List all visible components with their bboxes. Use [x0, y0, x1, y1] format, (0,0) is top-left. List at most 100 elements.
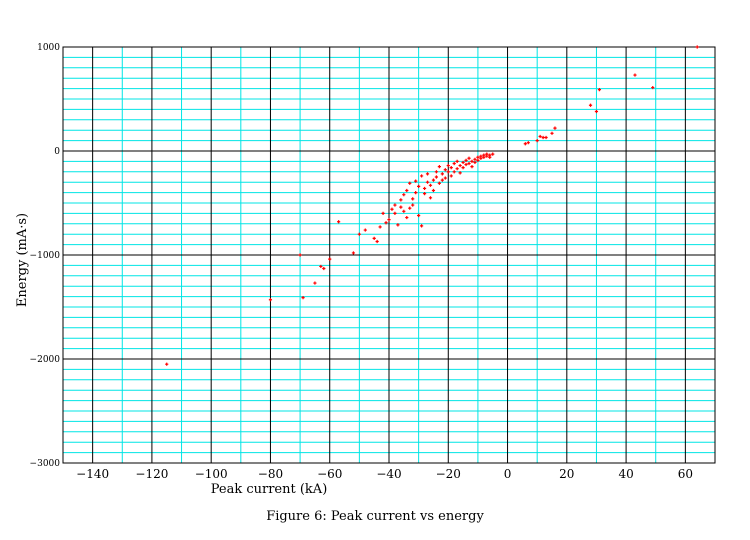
data-point	[458, 171, 462, 175]
plot-frame	[62, 46, 716, 464]
data-point	[414, 179, 418, 183]
data-point	[408, 206, 412, 210]
y-tick-label: −2000	[30, 355, 61, 365]
data-point	[553, 126, 557, 130]
data-point	[319, 264, 323, 269]
data-point	[449, 166, 453, 170]
data-point	[550, 131, 554, 135]
data-point	[633, 73, 637, 77]
data-point	[417, 213, 421, 218]
data-point	[372, 236, 376, 240]
data-point	[390, 207, 394, 211]
data-point	[378, 225, 382, 229]
data-point	[351, 251, 356, 255]
data-point	[313, 281, 317, 285]
data-point	[363, 228, 367, 232]
data-point	[414, 191, 418, 195]
data-point	[491, 152, 495, 156]
data-point	[437, 165, 441, 169]
figure-caption: Figure 6: Peak current vs energy	[266, 509, 484, 524]
data-point	[396, 223, 400, 227]
data-point	[431, 188, 436, 193]
data-point	[298, 253, 302, 257]
grid	[62, 46, 716, 464]
data-point	[651, 85, 655, 90]
x-tick-label: 60	[678, 467, 693, 481]
y-axis-title: Energy (mA·s)	[15, 213, 30, 307]
data-point	[594, 109, 599, 114]
data-point	[443, 168, 447, 172]
x-tick-label: −120	[135, 467, 168, 481]
data-point	[381, 211, 385, 215]
data-point	[428, 183, 433, 187]
data-point	[452, 170, 456, 174]
data-point	[455, 159, 459, 163]
data-point	[328, 257, 332, 261]
data-point	[337, 220, 341, 224]
data-point	[411, 197, 415, 201]
data-point	[446, 163, 450, 168]
data-point	[440, 178, 444, 182]
data-point	[588, 103, 593, 107]
data-point	[420, 224, 424, 228]
data-point	[455, 167, 459, 171]
data-point	[476, 158, 480, 162]
x-tick-label: −20	[436, 467, 461, 481]
data-point	[357, 232, 361, 236]
data-point	[526, 141, 530, 145]
data-point	[405, 188, 409, 193]
data-point	[446, 170, 450, 174]
data-point	[399, 198, 403, 202]
data-point	[422, 186, 427, 191]
data-point	[464, 162, 468, 167]
data-point	[535, 139, 539, 143]
data-point	[479, 154, 483, 158]
data-point	[393, 203, 397, 207]
y-tick-label: 0	[54, 147, 60, 157]
x-tick-label: −80	[258, 467, 283, 481]
data-point	[301, 296, 305, 300]
data-point	[393, 211, 397, 215]
data-point	[437, 181, 441, 185]
data-point	[399, 205, 403, 209]
data-point	[449, 174, 453, 178]
x-tick-label: −60	[317, 467, 342, 481]
data-point	[476, 155, 480, 159]
data-point	[467, 156, 471, 160]
x-tick-label: 40	[618, 467, 633, 481]
data-point	[322, 266, 326, 271]
data-point	[384, 221, 388, 225]
data-point	[461, 166, 465, 170]
data-point	[538, 134, 542, 139]
data-point	[485, 152, 489, 156]
data-point	[464, 158, 468, 162]
data-point	[422, 192, 427, 196]
x-tick-label: −100	[195, 467, 228, 481]
scatter-points	[165, 45, 699, 366]
data-point	[420, 174, 424, 178]
data-point	[443, 176, 447, 180]
x-tick-label: −40	[376, 467, 401, 481]
data-point	[405, 215, 409, 220]
data-point	[544, 135, 548, 140]
data-point	[431, 178, 436, 182]
data-point	[452, 161, 456, 166]
data-point	[434, 170, 439, 174]
data-point	[425, 172, 430, 176]
data-point	[440, 172, 444, 176]
data-point	[428, 196, 433, 200]
y-tick-label: 1000	[37, 43, 60, 53]
data-point	[411, 203, 415, 207]
data-point	[695, 45, 699, 49]
axis-tick-labels: −140 −120 −100 −80 −60 −40 −20 0 20 40 60 −3000 −200…	[30, 43, 693, 481]
data-point	[467, 161, 471, 166]
data-point	[402, 193, 406, 197]
data-point	[375, 239, 379, 244]
data-point	[268, 298, 273, 302]
data-point	[434, 175, 439, 179]
data-point	[473, 160, 477, 165]
x-tick-label: 20	[559, 467, 574, 481]
y-tick-label: −1000	[30, 251, 61, 261]
data-point	[165, 362, 169, 366]
